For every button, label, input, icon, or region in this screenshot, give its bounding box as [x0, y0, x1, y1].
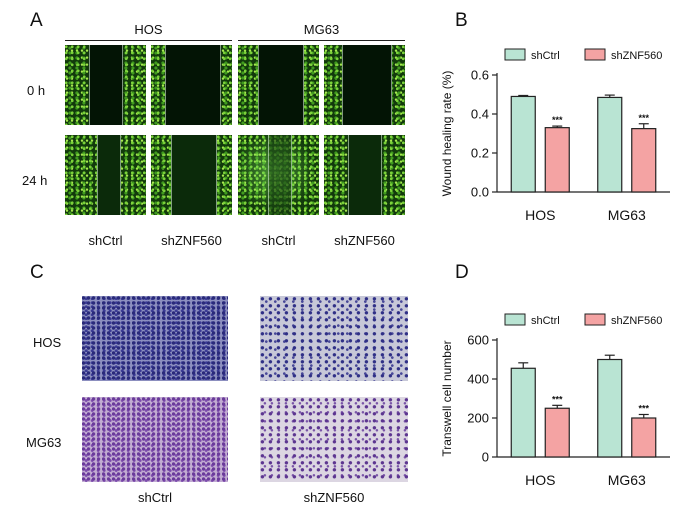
chart-b-bar-mg63-shznf560 — [631, 128, 657, 193]
chart-b-bar-hos-shctrl — [510, 95, 536, 193]
group-label-mg63: MG63 — [303, 22, 340, 37]
chart-b-y-tick-label-0: 0.0 — [471, 185, 489, 200]
wound-image-mg63-shctrl-0h — [238, 45, 319, 125]
chart-b-legend-swatch-1 — [584, 48, 606, 61]
chart-b: shCtrl shZNF560 0.0 0.2 0.4 0.6 Wound healing … — [440, 48, 670, 223]
wound-image-hos-shctrl-0h — [65, 45, 146, 125]
wound-image-mg63-shznf560-24h — [324, 135, 405, 215]
chart-d-legend-swatch-0 — [504, 313, 526, 326]
panel-d-letter: D — [455, 262, 469, 283]
chart-b-y-tick-label-1: 0.2 — [471, 146, 489, 161]
chart-b-x-tick-label-0: HOS — [525, 207, 555, 223]
chart-d-significance-1-1: *** — [638, 403, 649, 413]
chart-d-legend-label-1: shZNF560 — [611, 315, 662, 327]
chart-b-y-tick-label-3: 0.6 — [471, 68, 489, 83]
chart-d-y-tick-label-3: 600 — [467, 333, 489, 348]
chart-b-significance-0-1: *** — [552, 115, 563, 125]
chart-d-bar-mg63-shctrl — [597, 358, 623, 458]
wound-image-hos-shznf560-24h — [151, 135, 232, 215]
chart-d-legend-swatch-1 — [584, 313, 606, 326]
chart-d-y-tick-label-2: 400 — [467, 372, 489, 387]
col-label-hos-shznf560: shZNF560 — [161, 233, 222, 248]
col-label-c-shznf560: shZNF560 — [303, 490, 365, 505]
wound-image-hos-shznf560-0h — [151, 45, 232, 125]
chart-b-legend-label-0: shCtrl — [531, 50, 560, 62]
col-label-mg63-shznf560: shZNF560 — [334, 233, 395, 248]
chart-d-legend-label-0: shCtrl — [531, 315, 560, 327]
group-label-hos: HOS — [134, 22, 163, 37]
chart-d-bar-hos-shznf560 — [544, 407, 570, 458]
wound-image-hos-shctrl-24h — [65, 135, 146, 215]
chart-d-bar-mg63-shznf560 — [631, 417, 657, 458]
row-label-0h: 0 h — [27, 83, 46, 98]
group-bracket-mg63 — [238, 40, 405, 41]
chart-d-y-tick-label-0: 0 — [482, 450, 489, 465]
chart-b-y-tick-label-2: 0.4 — [471, 107, 489, 122]
panel-c-letter: C — [30, 262, 44, 283]
col-label-hos-shctrl: shCtrl — [88, 233, 123, 248]
chart-d-y-label: Transwell cell number — [440, 340, 454, 456]
wound-image-mg63-shznf560-0h — [324, 45, 405, 125]
row-label-mg63: MG63 — [26, 435, 62, 450]
col-label-c-shctrl: shCtrl — [138, 490, 172, 505]
chart-d-significance-0-1: *** — [552, 394, 563, 404]
chart-b-y-label: Wound healing rate (%) — [440, 71, 454, 197]
chart-d: shCtrl shZNF560 0 200 400 600 Transwell cell n… — [440, 313, 670, 488]
chart-b-x-tick-label-1: MG63 — [608, 207, 646, 223]
chart-d-x-tick-label-1: MG63 — [608, 472, 646, 488]
col-label-mg63-shctrl: shCtrl — [261, 233, 296, 248]
panel-b-letter: B — [455, 10, 468, 31]
transwell-image-hos-shznf560 — [260, 296, 408, 381]
chart-b-legend-label-1: shZNF560 — [611, 50, 662, 62]
wound-image-mg63-shctrl-24h — [238, 135, 319, 215]
panel-a-letter: A — [30, 10, 43, 31]
transwell-image-mg63-shznf560 — [260, 397, 408, 482]
row-label-hos: HOS — [33, 335, 62, 350]
group-bracket-hos — [65, 40, 232, 41]
chart-d-y-tick-label-1: 200 — [467, 411, 489, 426]
chart-d-bar-hos-shctrl — [510, 367, 536, 458]
transwell-image-mg63-shctrl — [82, 397, 228, 482]
row-label-24h: 24 h — [22, 173, 48, 188]
transwell-image-hos-shctrl — [82, 296, 228, 381]
chart-b-significance-1-1: *** — [638, 113, 649, 123]
chart-d-x-tick-label-0: HOS — [525, 472, 555, 488]
chart-b-bar-mg63-shctrl — [597, 96, 623, 193]
chart-b-legend-swatch-0 — [504, 48, 526, 61]
chart-b-bar-hos-shznf560 — [544, 127, 570, 193]
